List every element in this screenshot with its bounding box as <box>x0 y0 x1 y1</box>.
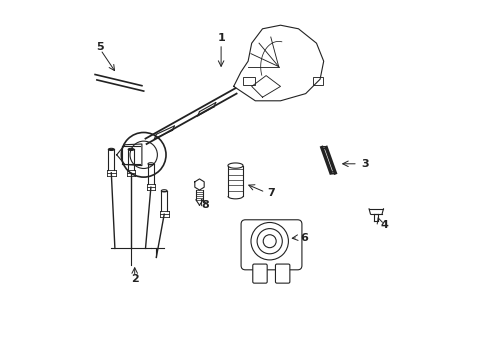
Text: 4: 4 <box>380 220 388 230</box>
Text: 7: 7 <box>267 188 275 198</box>
Text: 5: 5 <box>97 42 104 52</box>
Bar <box>312 77 322 85</box>
Text: 8: 8 <box>201 200 208 210</box>
FancyBboxPatch shape <box>252 264 266 283</box>
Bar <box>242 77 255 85</box>
Text: 6: 6 <box>299 233 307 243</box>
FancyBboxPatch shape <box>275 264 289 283</box>
Text: 1: 1 <box>217 33 224 43</box>
FancyBboxPatch shape <box>241 220 301 270</box>
Text: 3: 3 <box>361 159 368 169</box>
Text: 2: 2 <box>131 274 138 284</box>
